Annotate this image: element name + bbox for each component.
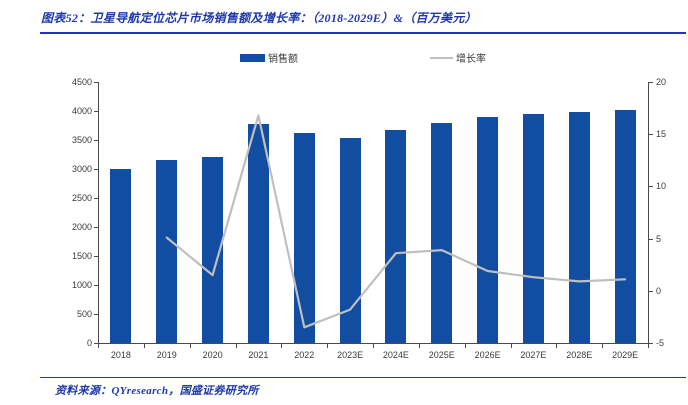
legend-growth-label: 增长率 [456, 54, 486, 65]
y-left-tick [94, 256, 99, 257]
x-axis [98, 343, 649, 344]
y-right-tick-label: 5 [656, 233, 662, 244]
legend-growth-swatch [430, 57, 453, 59]
x-tick-label-2026E: 2026E [474, 350, 501, 360]
y-right-tick-label: 0 [656, 285, 662, 296]
x-axis-tick [143, 344, 145, 348]
y-right-tick-label: 20 [656, 77, 667, 87]
source-note: 资料来源：QYresearch，国盛证券研究所 [55, 385, 259, 397]
y-right-tick-label: 10 [656, 181, 667, 192]
x-tick-label-2027E: 2027E [520, 350, 547, 360]
y-right-tick [648, 238, 653, 240]
sales-bar-2027E [522, 114, 544, 343]
chart-title-text: 卫星导航定位芯片市场销售额及增长率：（2018-2029E）&（百万美元） [90, 11, 477, 25]
x-tick-label-2018: 2018 [110, 350, 131, 360]
sales-bar-2024E [385, 129, 407, 343]
y-left-tick [94, 314, 99, 315]
x-tick-label-2024E: 2024E [382, 350, 409, 360]
x-axis-tick [235, 344, 237, 348]
legend-sales-label: 销售额 [268, 54, 298, 65]
y-left-tick-label: 3000 [71, 164, 92, 174]
sales-bar-2020 [202, 157, 224, 343]
title-underline [40, 32, 686, 34]
y-left-tick-label: 4500 [71, 77, 92, 87]
x-axis-tick [327, 344, 329, 348]
y-left-tick [94, 111, 99, 112]
y-left-tick-label: 4000 [71, 106, 92, 116]
footer-divider [40, 377, 686, 378]
sales-bar-2022 [293, 133, 315, 343]
x-tick-label-2029E: 2029E [612, 350, 639, 360]
x-tick-label-2023E: 2023E [337, 350, 364, 360]
sales-bar-2019 [156, 160, 178, 343]
y-right-tick-label: 15 [656, 129, 667, 140]
y-right-tick [648, 186, 653, 188]
x-tick-label-2019: 2019 [156, 350, 177, 360]
x-tick-label-2025E: 2025E [428, 350, 455, 360]
y-right-tick [648, 343, 653, 344]
figure-label: 图表52： [41, 11, 91, 25]
y-axis-left [98, 82, 99, 343]
x-tick-label-2022: 2022 [294, 350, 315, 360]
sales-bar-2023E [339, 137, 361, 343]
y-left-tick [94, 343, 99, 344]
x-axis-tick [281, 344, 283, 348]
legend-sales-swatch [240, 54, 265, 62]
x-axis-tick [510, 344, 512, 348]
x-axis-tick [189, 344, 191, 348]
y-left-tick [94, 285, 99, 286]
y-left-tick [94, 169, 99, 170]
y-right-tick-label: -5 [656, 338, 665, 348]
sales-bar-2026E [477, 117, 499, 343]
y-left-tick-label: 1500 [71, 251, 92, 261]
combo-chart-plot: 0 500 1000 1500 2000 2500 3000 3500 4000 4500 -5 0 5… [71, 77, 667, 360]
x-axis-tick [373, 344, 374, 348]
x-axis-tick [418, 344, 420, 348]
x-axis-tick [556, 344, 558, 348]
y-left-tick [94, 82, 99, 83]
x-tick-label-2028E: 2028E [566, 350, 593, 360]
sales-bar-2028E [568, 111, 590, 343]
x-tick-label-2020: 2020 [202, 350, 223, 360]
y-axis-right [648, 82, 649, 343]
y-left-tick-label: 500 [76, 309, 92, 319]
sales-bar-2018 [110, 169, 132, 343]
chart-legend: 销售额 增长率 [0, 45, 688, 67]
x-axis-tick [464, 344, 466, 348]
x-tick-label-2021: 2021 [248, 350, 269, 360]
x-axis-tick [98, 344, 99, 348]
y-left-tick [94, 140, 99, 141]
growth-line-layer [165, 114, 627, 329]
x-axis-tick [648, 344, 649, 348]
y-right-tick [648, 134, 653, 136]
sales-bar-2021 [247, 124, 269, 343]
y-left-tick-label: 3500 [71, 135, 92, 145]
y-right-tick [648, 290, 653, 292]
chart-title: 图表52：卫星导航定位芯片市场销售额及增长率：（2018-2029E）&（百万美… [41, 9, 671, 26]
y-left-tick-label: 2500 [71, 193, 92, 203]
y-left-tick-label: 1000 [71, 280, 92, 290]
sales-bar-2029E [614, 109, 636, 343]
growth-line [165, 114, 627, 329]
y-left-tick [94, 198, 99, 199]
y-left-tick [94, 227, 99, 228]
sales-bar-2025E [431, 122, 453, 343]
y-right-tick [648, 82, 653, 83]
y-left-tick-label: 2000 [71, 222, 92, 232]
y-left-tick-label: 0 [86, 338, 92, 348]
x-axis-tick [602, 344, 604, 348]
